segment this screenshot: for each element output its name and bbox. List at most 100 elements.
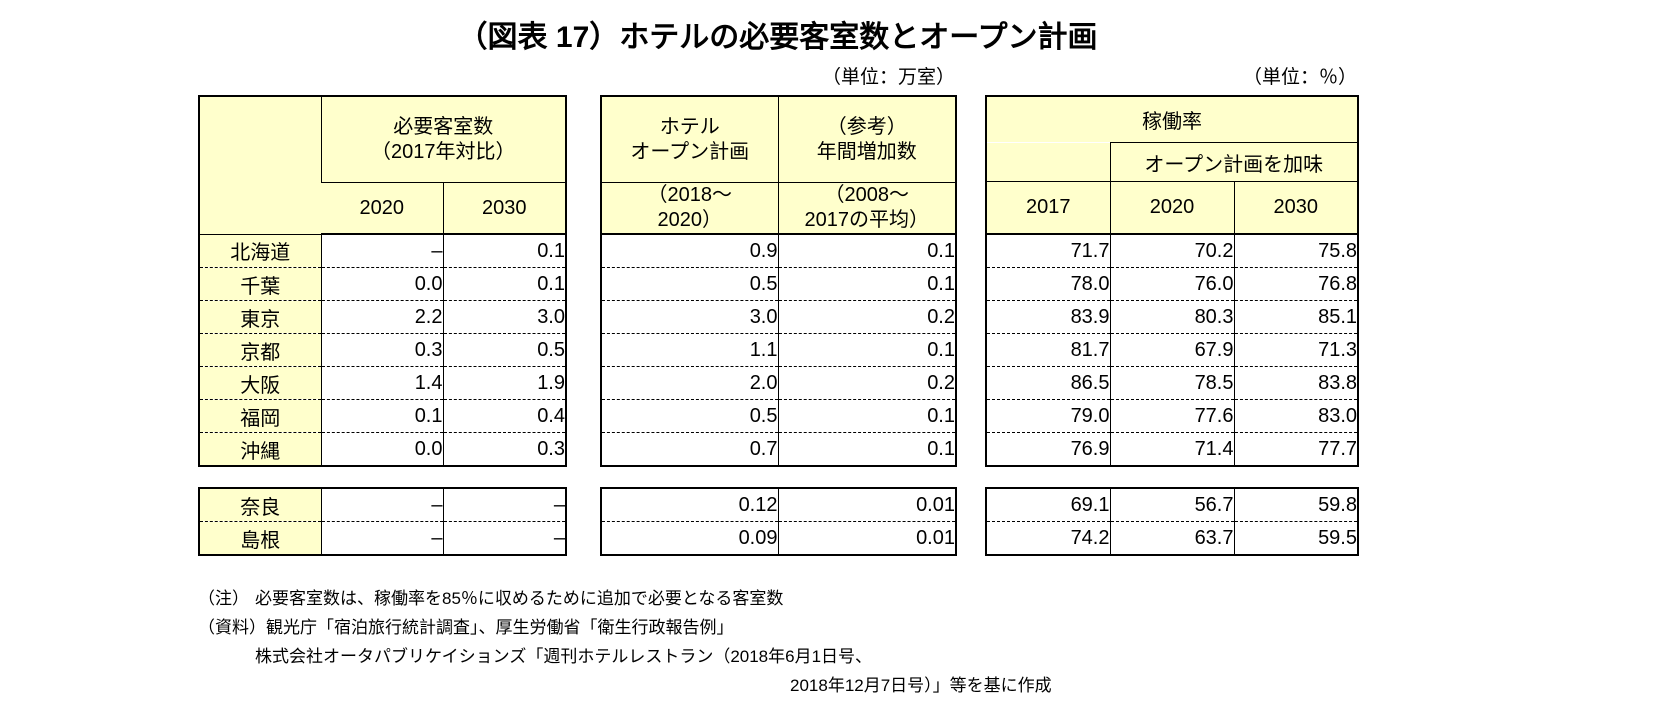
required-2020-cell: 2.2 <box>320 300 443 334</box>
table-row: 奈良 – – <box>199 488 566 522</box>
open-plan-cell: 0.9 <box>601 234 778 268</box>
occupancy-2020-cell: 80.3 <box>1109 300 1234 334</box>
required-rooms-extra-table: 奈良 – – 島根 – – <box>198 487 567 556</box>
occupancy-2030-cell: 71.3 <box>1233 333 1359 367</box>
occupancy-2017-cell: 76.9 <box>986 432 1110 467</box>
occupancy-2030-cell: 77.7 <box>1233 432 1359 467</box>
occupancy-2020-cell: 70.2 <box>1109 234 1234 268</box>
open-plan-cell: 2.0 <box>601 366 778 400</box>
occupancy-2017-cell: 69.1 <box>986 488 1110 522</box>
occupancy-2020-cell: 76.0 <box>1109 267 1234 301</box>
required-2020-cell: – <box>320 488 443 522</box>
required-2020-cell: 0.1 <box>320 399 443 433</box>
required-2020-cell: – <box>320 521 443 556</box>
notes-block: （注） 必要客室数は、稼働率を85％に収めるために追加で必要となる客室数 （資料）… <box>198 584 1398 700</box>
annual-increase-cell: 0.1 <box>777 234 956 268</box>
occupancy-2030-cell: 76.8 <box>1233 267 1359 301</box>
source-label: （資料） <box>198 618 266 637</box>
occupancy-2020-cell: 67.9 <box>1109 333 1234 367</box>
prefecture-label: 大阪 <box>199 366 321 400</box>
source-line-2: 株式会社オータパブリケイションズ「週刊ホテルレストラン（2018年6月1日号、 <box>198 642 1398 671</box>
figure-title: （図表 17）ホテルの必要客室数とオープン計画 <box>457 21 1098 54</box>
open-plan-cell: 1.1 <box>601 333 778 367</box>
occupancy-table: 稼働率 オープン計画を加味 2017 2020 2030 71.7 70.2 7… <box>985 95 1360 467</box>
occupancy-2030-cell: 85.1 <box>1233 300 1359 334</box>
table-row: 0.5 0.1 <box>601 399 956 433</box>
table-row: 京都 0.3 0.5 <box>199 333 566 367</box>
source-line-3: 2018年12月7日号）」等を基に作成 <box>198 671 1398 700</box>
occupancy-header: 稼働率 <box>986 96 1359 143</box>
occupancy-2017-cell: 79.0 <box>986 399 1110 433</box>
occupancy-2030-cell: 59.5 <box>1233 521 1358 556</box>
required-2030-cell: – <box>442 488 566 522</box>
occupancy-2017-cell: 81.7 <box>986 333 1110 367</box>
note-line: （注） 必要客室数は、稼働率を85％に収めるために追加で必要となる客室数 <box>198 584 1398 613</box>
occupancy-2030-cell: 83.0 <box>1233 399 1359 433</box>
table-row: 83.9 80.3 85.1 <box>986 300 1359 334</box>
prefecture-label: 北海道 <box>199 234 321 268</box>
source-text-2: 株式会社オータパブリケイションズ「週刊ホテルレストラン（2018年6月1日号、 <box>255 647 873 666</box>
table-row: 69.1 56.7 59.8 <box>986 488 1358 522</box>
required-rooms-table: 必要客室数 （2017年対比） 2020 2030 北海道 – 0.1 千葉 0… <box>198 95 567 467</box>
table-row: 78.0 76.0 76.8 <box>986 267 1359 301</box>
table-row: 大阪 1.4 1.9 <box>199 366 566 400</box>
year-header-2020: 2020 <box>321 182 443 235</box>
required-2020-cell: 1.4 <box>320 366 443 400</box>
open-plan-extra-table: 0.12 0.01 0.09 0.01 <box>600 487 957 556</box>
open-plan-header: ホテル オープン計画 <box>601 96 778 183</box>
occupancy-2017-cell: 71.7 <box>986 234 1110 268</box>
table-row: 74.2 63.7 59.5 <box>986 521 1358 556</box>
required-rooms-header: 必要客室数 （2017年対比） <box>320 96 566 183</box>
required-2020-cell: – <box>320 234 443 268</box>
year-header-2020: 2020 <box>1109 181 1234 235</box>
table-row: 2.0 0.2 <box>601 366 956 400</box>
required-2020-cell: 0.3 <box>320 333 443 367</box>
occupancy-2020-cell: 78.5 <box>1109 366 1234 400</box>
annual-increase-cell: 0.2 <box>777 366 956 400</box>
occupancy-2030-cell: 83.8 <box>1233 366 1359 400</box>
occupancy-subheader: オープン計画を加味 <box>1109 142 1359 182</box>
annual-increase-header: （参考） 年間増加数 <box>777 96 956 183</box>
prefecture-label: 沖縄 <box>199 432 321 467</box>
table-row: 福岡 0.1 0.4 <box>199 399 566 433</box>
table-row: 81.7 67.9 71.3 <box>986 333 1359 367</box>
occupancy-2017-cell: 83.9 <box>986 300 1110 334</box>
annual-increase-cell: 0.1 <box>777 432 956 467</box>
required-2030-cell: 3.0 <box>442 300 566 334</box>
open-plan-cell: 0.09 <box>601 521 778 556</box>
occupancy-2020-cell: 71.4 <box>1109 432 1234 467</box>
occupancy-2020-cell: 63.7 <box>1109 521 1234 556</box>
prefecture-label: 奈良 <box>199 488 321 522</box>
annual-increase-cell: 0.1 <box>777 399 956 433</box>
required-2030-cell: 1.9 <box>442 366 566 400</box>
prefecture-label: 福岡 <box>199 399 321 433</box>
table-row: 0.7 0.1 <box>601 432 956 467</box>
table-row: 千葉 0.0 0.1 <box>199 267 566 301</box>
open-plan-cell: 0.5 <box>601 399 778 433</box>
required-2030-cell: 0.4 <box>442 399 566 433</box>
annual-increase-cell: 0.1 <box>777 267 956 301</box>
occupancy-2020-cell: 77.6 <box>1109 399 1234 433</box>
annual-increase-cell: 0.2 <box>777 300 956 334</box>
header-spacer-cell <box>986 142 1110 182</box>
prefecture-label: 千葉 <box>199 267 321 301</box>
table-row: 0.5 0.1 <box>601 267 956 301</box>
table-row: 0.12 0.01 <box>601 488 956 522</box>
occupancy-2030-cell: 75.8 <box>1233 234 1359 268</box>
table-row: 沖縄 0.0 0.3 <box>199 432 566 467</box>
occupancy-2017-cell: 78.0 <box>986 267 1110 301</box>
year-header-2017: 2017 <box>986 181 1110 235</box>
annual-increase-cell: 0.01 <box>777 521 956 556</box>
unit-label-rooms: （単位：万室） <box>821 67 955 88</box>
note-text: 必要客室数は、稼働率を85％に収めるために追加で必要となる客室数 <box>255 589 784 608</box>
unit-label-percent: （単位：％） <box>1242 67 1357 88</box>
occupancy-2017-cell: 74.2 <box>986 521 1110 556</box>
open-plan-cell: 0.12 <box>601 488 778 522</box>
open-plan-cell: 3.0 <box>601 300 778 334</box>
year-header-2030: 2030 <box>1233 181 1359 235</box>
source-text-3: 2018年12月7日号）」等を基に作成 <box>790 676 1052 695</box>
open-plan-cell: 0.5 <box>601 267 778 301</box>
table-row: 86.5 78.5 83.8 <box>986 366 1359 400</box>
source-text-1: 観光庁「宿泊旅行統計調査」、厚生労働省「衛生行政報告例」 <box>266 618 734 637</box>
open-plan-cell: 0.7 <box>601 432 778 467</box>
